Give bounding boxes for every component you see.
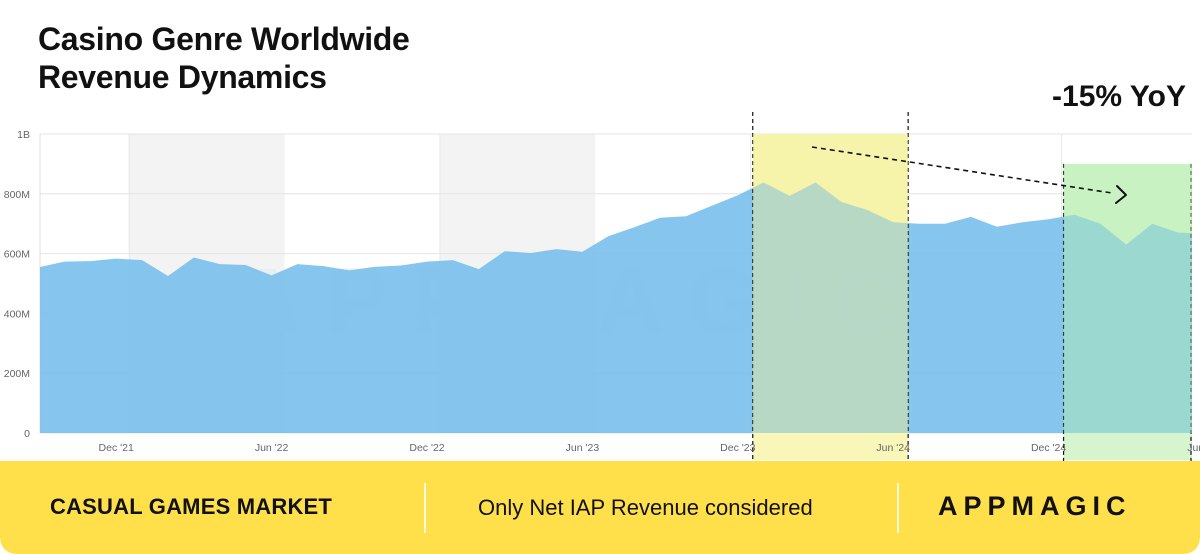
y-tick-label: 800M (4, 189, 30, 201)
x-tick-label: Jun '22 (255, 442, 289, 454)
x-tick-label: Jun '25 (1187, 442, 1200, 454)
footer-divider (424, 483, 426, 533)
y-tick-label: 1B (17, 129, 30, 141)
x-tick-label: Dec '23 (720, 442, 755, 454)
chart-title: Casino Genre Worldwide Revenue Dynamics (38, 20, 410, 96)
trend-arrow-line (811, 146, 1113, 194)
footer-banner: CASUAL GAMES MARKET Only Net IAP Revenue… (0, 461, 1200, 554)
x-tick-label: Dec '24 (1031, 442, 1066, 454)
yoy-annotation: -15% YoY (1052, 80, 1186, 113)
footer-divider (897, 483, 899, 533)
chart-title-line1: Casino Genre Worldwide (38, 21, 410, 57)
y-tick-label: 0 (24, 428, 30, 440)
footer-note: Only Net IAP Revenue considered (478, 495, 813, 520)
x-tick-label: Dec '21 (99, 442, 134, 454)
x-tick-label: Dec '22 (409, 442, 444, 454)
x-tick-label: Jun '23 (566, 442, 600, 454)
chart-title-line2: Revenue Dynamics (38, 59, 327, 95)
y-tick-label: 400M (4, 308, 30, 320)
appmagic-logo: APPMAGIC (938, 491, 1132, 521)
y-tick-label: 600M (4, 249, 30, 261)
trend-arrow-head (1115, 185, 1127, 204)
y-tick-label: 200M (4, 368, 30, 380)
revenue-area-series (40, 182, 1192, 433)
footer-market-label: CASUAL GAMES MARKET (50, 494, 333, 519)
x-tick-label: Jun '24 (876, 442, 910, 454)
